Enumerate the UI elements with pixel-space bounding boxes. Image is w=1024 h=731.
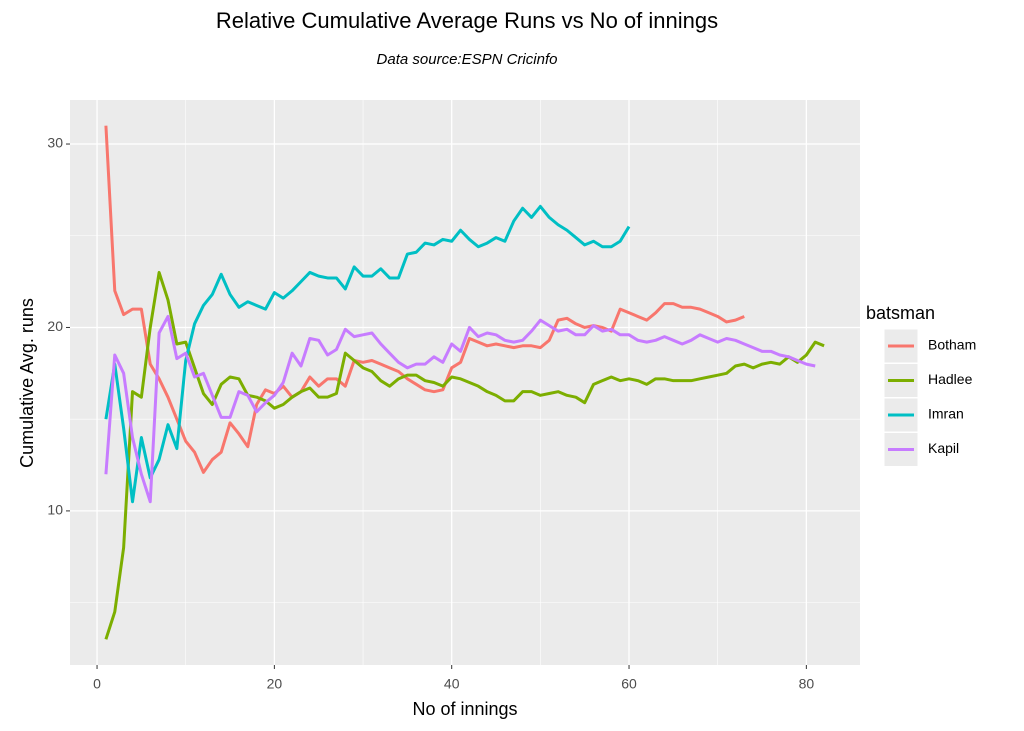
x-tick-label: 80 bbox=[799, 676, 815, 692]
legend-title: batsman bbox=[866, 303, 935, 323]
data-line bbox=[104, 125, 745, 474]
x-tick-label: 60 bbox=[621, 676, 637, 692]
y-axis-title: Cumulative Avg. runs bbox=[17, 298, 37, 468]
x-tick-label: 40 bbox=[444, 676, 460, 692]
y-tick-label: 10 bbox=[47, 502, 63, 518]
y-tick-label: 30 bbox=[47, 135, 63, 151]
data-line bbox=[104, 314, 816, 504]
legend-label: Kapil bbox=[928, 440, 959, 456]
y-tick-label: 20 bbox=[47, 318, 63, 334]
x-tick-label: 20 bbox=[267, 676, 283, 692]
data-line bbox=[104, 204, 631, 504]
data-line bbox=[104, 270, 825, 640]
x-axis-title: No of innings bbox=[412, 699, 517, 719]
legend-label: Botham bbox=[928, 337, 976, 353]
legend-label: Imran bbox=[928, 406, 964, 422]
x-tick-label: 0 bbox=[93, 676, 101, 692]
chart-title: Relative Cumulative Average Runs vs No o… bbox=[216, 8, 718, 33]
legend-label: Hadlee bbox=[928, 371, 973, 387]
chart-subtitle: Data source:ESPN Cricinfo bbox=[377, 51, 558, 68]
plot-panel bbox=[70, 100, 860, 665]
